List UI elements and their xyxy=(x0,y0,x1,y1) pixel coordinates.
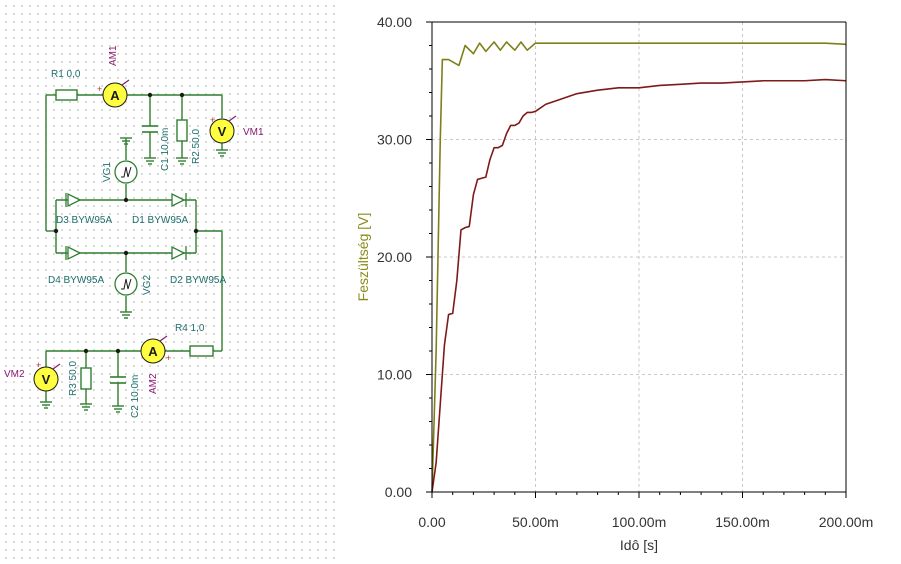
series-line-2 xyxy=(431,78,847,493)
circuit-schematic[interactable]: A V A V + + + + R1 0,0 AM1 VM1 C1 10,0m … xyxy=(0,0,338,564)
d1-diode-icon xyxy=(171,192,186,208)
r4-resistor xyxy=(189,345,214,357)
y-tick-label: 40.00 xyxy=(377,14,412,30)
r3-resistor xyxy=(80,367,92,390)
d3-label: D3 BYW95A xyxy=(56,215,112,226)
am1-letter: A xyxy=(110,88,120,103)
d1-label: D1 BYW95A xyxy=(132,215,188,226)
am1-label: AM1 xyxy=(108,45,119,66)
y-tick-label: 10.00 xyxy=(377,367,412,383)
svg-text:+: + xyxy=(97,84,102,94)
c2-label: C2 10,0m xyxy=(130,375,141,418)
c1-label: C1 10,0m xyxy=(160,128,171,171)
am2-label: AM2 xyxy=(148,373,159,394)
svg-text:+: + xyxy=(166,353,171,363)
vm2-label: VM2 xyxy=(4,369,25,380)
grid-lines xyxy=(432,21,847,492)
vg1-label: VG1 xyxy=(102,162,113,182)
am2-ammeter-icon[interactable] xyxy=(140,338,166,364)
x-axis-label: Idô [s] xyxy=(620,537,658,553)
d4-diode-icon xyxy=(67,245,82,261)
y-tick-label: 0.00 xyxy=(385,484,412,500)
schematic-panel[interactable]: A V A V + + + + R1 0,0 AM1 VM1 C1 10,0m … xyxy=(0,0,338,564)
voltage-time-chart[interactable]: 0.00 50.00m 100.00m 150.00m 200.00m 0.00 10.00… xyxy=(338,0,901,564)
d4-label: D4 BYW95A xyxy=(48,275,104,286)
am2-letter: A xyxy=(148,344,158,359)
x-tick-label: 100.00m xyxy=(612,514,666,530)
vm1-letter: V xyxy=(218,124,227,139)
x-tick-label: 150.00m xyxy=(715,514,769,530)
tick-labels: 0.00 50.00m 100.00m 150.00m 200.00m 0.00 10.00… xyxy=(377,14,873,530)
am1-ammeter-icon[interactable] xyxy=(102,82,128,108)
r1-resistor xyxy=(55,89,78,101)
r1-label: R1 0,0 xyxy=(51,69,81,80)
vm2-voltmeter-icon[interactable] xyxy=(33,366,59,392)
vg1-source-icon xyxy=(114,160,138,184)
series-lines xyxy=(431,41,847,493)
r2-resistor xyxy=(176,119,188,142)
x-tick-label: 0.00 xyxy=(418,514,445,530)
vm2-letter: V xyxy=(42,372,51,387)
x-tick-label: 200.00m xyxy=(819,514,873,530)
y-axis-label: Feszültség [V] xyxy=(355,213,371,302)
r3-label: R3 50,0 xyxy=(68,361,79,396)
chart-panel[interactable]: 0.00 50.00m 100.00m 150.00m 200.00m 0.00 10.00… xyxy=(338,0,901,564)
vg2-source-icon xyxy=(114,272,138,296)
series-line-1 xyxy=(431,41,847,493)
vm1-label: VM1 xyxy=(243,127,264,138)
d3-diode-icon xyxy=(67,192,82,208)
d2-diode-icon xyxy=(171,245,186,261)
d2-label: D2 BYW95A xyxy=(170,275,226,286)
r2-label: R2 50,0 xyxy=(191,129,202,164)
vg2-label: VG2 xyxy=(142,275,153,295)
y-tick-label: 20.00 xyxy=(377,249,412,265)
svg-text:+: + xyxy=(36,360,41,370)
x-tick-label: 50.00m xyxy=(512,514,559,530)
svg-text:+: + xyxy=(210,115,215,125)
vm1-voltmeter-icon[interactable] xyxy=(209,118,235,144)
r4-label: R4 1,0 xyxy=(175,323,205,334)
axes xyxy=(426,21,847,498)
y-tick-label: 30.00 xyxy=(377,132,412,148)
